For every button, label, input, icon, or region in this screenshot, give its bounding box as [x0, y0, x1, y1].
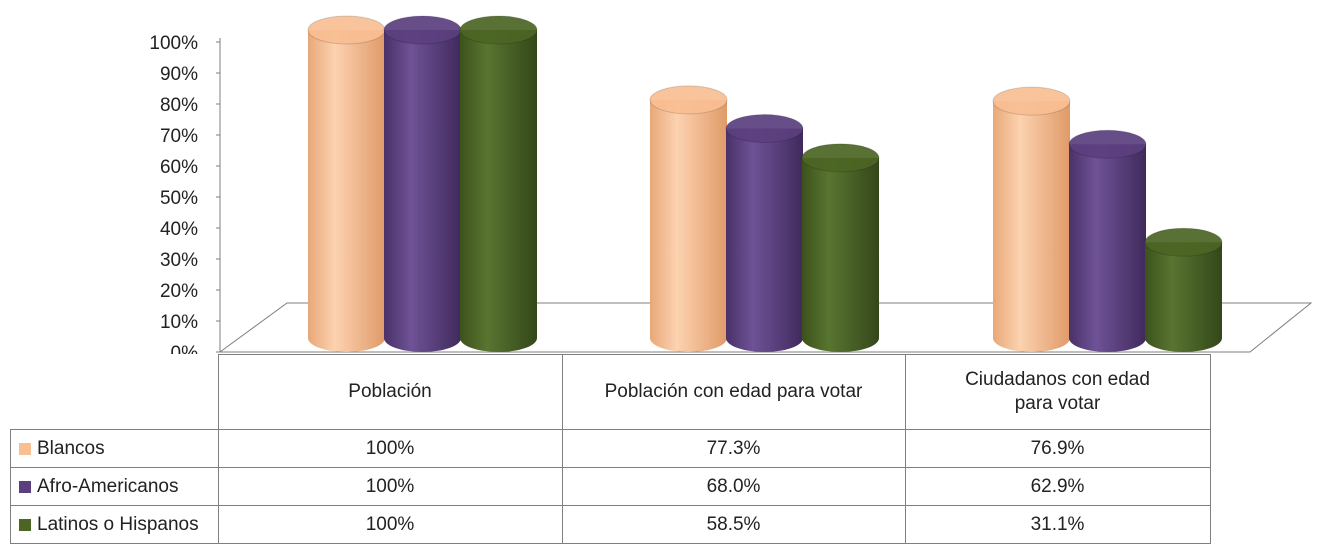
y-tick-label: 10% [160, 312, 198, 333]
y-tick-label: 20% [160, 281, 198, 302]
table-corner [10, 354, 219, 430]
y-tick-label: 60% [160, 157, 198, 178]
y-tick-label: 40% [160, 219, 198, 240]
table-cell: 58.5% [561, 505, 906, 544]
bar-top [993, 87, 1070, 116]
table-cell: 76.9% [904, 429, 1211, 468]
table-cell: 68.0% [561, 467, 906, 506]
series-name: Blancos [37, 437, 105, 459]
data-table: Población Población con edad para votar … [10, 354, 1211, 544]
y-tick-label: 70% [160, 126, 198, 147]
y-tick-label: 50% [160, 188, 198, 209]
bar-top-outline [725, 114, 804, 144]
bar-body [993, 101, 1070, 353]
legend-swatch-afro-americanos [19, 480, 31, 493]
bar-blancos-1 [307, 15, 386, 353]
legend-entry: Afro-Americanos [10, 467, 219, 506]
bar-top-outline [459, 15, 538, 45]
bar-top [1145, 228, 1222, 257]
bar-top-outline [1144, 227, 1223, 257]
table-header-row: Población Población con edad para votar … [10, 354, 1211, 430]
bar-body [1145, 242, 1222, 353]
table-cell: 100% [217, 429, 563, 468]
bar-top [650, 85, 727, 114]
bar-afro-americanos-2 [725, 114, 804, 353]
chart-plot: 0% 10% 20% 30% 40% 50% 60% 70% 80% 90% 100% [149, 15, 1313, 354]
bar-body [802, 157, 879, 353]
bar-body [384, 30, 461, 353]
series-name: Latinos o Hispanos [37, 513, 199, 535]
table-cell: 100% [217, 505, 563, 544]
bar-body [308, 30, 385, 353]
bar-body [650, 99, 727, 353]
bar-latinos-o-hispanos-2 [801, 143, 880, 353]
chart-floor [218, 302, 1313, 353]
table-cell: 31.1% [904, 505, 1211, 544]
y-tick-label: 80% [160, 95, 198, 116]
table-row: Latinos o Hispanos 100% 58.5% 31.1% [10, 505, 1211, 544]
legend-swatch-blancos [19, 442, 31, 455]
category-header: Población con edad para votar [561, 354, 906, 430]
table-row: Blancos 100% 77.3% 76.9% [10, 429, 1211, 468]
bar-blancos-2 [649, 85, 728, 353]
bar-top-outline [649, 85, 728, 115]
category-header: Población [217, 354, 563, 430]
bar-afro-americanos-1 [383, 15, 462, 353]
bar-top-outline [1068, 129, 1147, 159]
bar-blancos-3 [992, 86, 1071, 353]
bar-latinos-o-hispanos-3 [1144, 227, 1223, 353]
y-tick-label: 30% [160, 250, 198, 271]
bar-top [1069, 130, 1146, 159]
bar-top [384, 16, 461, 44]
y-tick-label: 90% [160, 64, 198, 85]
bar-top [802, 143, 879, 172]
legend-entry: Blancos [10, 429, 219, 468]
bar-top-outline [992, 86, 1071, 116]
table-cell: 62.9% [904, 467, 1211, 506]
y-tick-label: 100% [149, 33, 198, 54]
series-name: Afro-Americanos [37, 475, 179, 497]
legend-entry: Latinos o Hispanos [10, 505, 219, 544]
bar-top [726, 114, 803, 143]
bar-body [726, 128, 803, 353]
bar-afro-americanos-3 [1068, 129, 1147, 353]
category-header: Ciudadanos con edad para votar [904, 354, 1211, 430]
legend-swatch-latinos-o-hispanos [19, 518, 31, 531]
bar-top [460, 16, 537, 44]
y-tick-label: 0% [171, 343, 199, 354]
table-cell: 100% [217, 467, 563, 506]
bar-body [460, 30, 537, 353]
bar-top [308, 16, 385, 44]
bar-latinos-o-hispanos-1 [459, 15, 538, 353]
table-row: Afro-Americanos 100% 68.0% 62.9% [10, 467, 1211, 506]
bar-body [1069, 144, 1146, 353]
table-cell: 77.3% [561, 429, 906, 468]
bar-top-outline [801, 143, 880, 173]
